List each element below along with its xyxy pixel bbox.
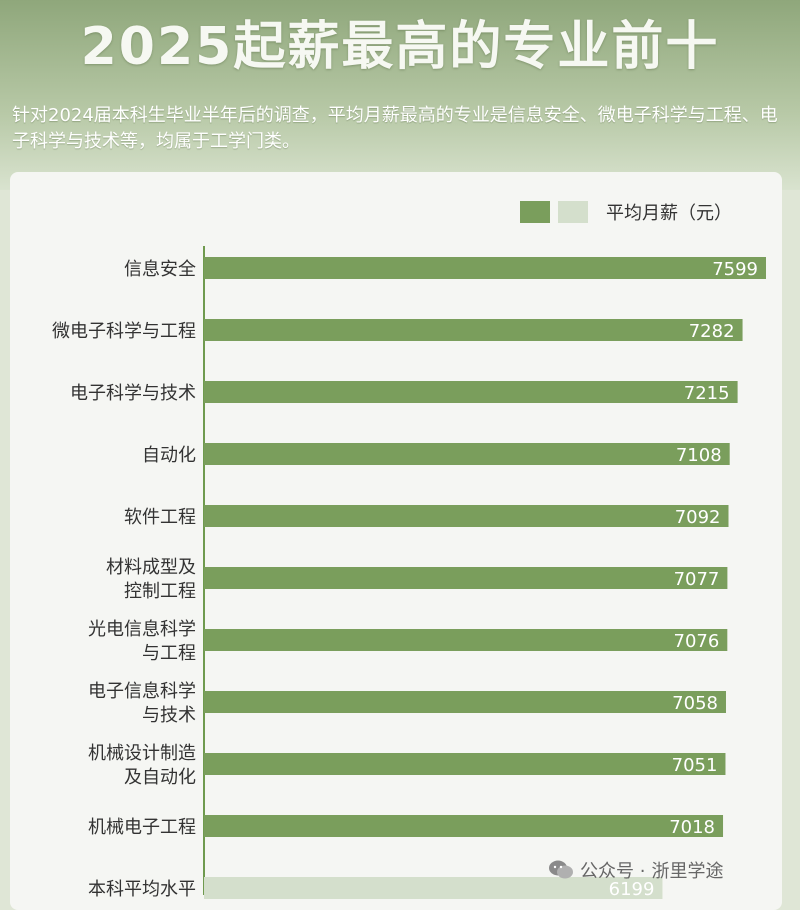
- category-label: 电子信息科学: [88, 681, 196, 702]
- legend-swatch-average: [558, 201, 588, 223]
- category-label: 机械电子工程: [88, 817, 196, 838]
- category-label: 材料成型及: [106, 557, 196, 578]
- chart-legend: 平均月薪（元）: [520, 200, 732, 224]
- watermark: 公众号 · 浙里学途: [548, 855, 723, 885]
- category-label: 与工程: [142, 643, 196, 664]
- bar-4: [204, 443, 730, 465]
- value-label: 7051: [672, 755, 718, 776]
- category-label: 光电信息科学: [88, 619, 196, 640]
- value-label: 6199: [609, 879, 655, 900]
- chart-card: [10, 172, 782, 910]
- bar-2: [204, 319, 743, 341]
- bar-average: [204, 877, 663, 899]
- category-label: 自动化: [142, 445, 196, 466]
- value-label: 7058: [672, 693, 718, 714]
- bar-9: [204, 753, 726, 775]
- legend-label: 平均月薪（元）: [606, 203, 732, 224]
- value-label: 7108: [676, 445, 722, 466]
- watermark-prefix: 公众号 ·: [580, 861, 646, 882]
- bar-7: [204, 629, 728, 651]
- value-label: 7077: [674, 569, 720, 590]
- wechat-icon: [549, 860, 573, 879]
- category-label: 电子科学与技术: [70, 383, 196, 404]
- legend-swatch-primary: [520, 201, 550, 223]
- category-label: 本科平均水平: [88, 879, 196, 900]
- category-label: 与技术: [142, 705, 196, 726]
- value-label: 7018: [669, 817, 715, 838]
- value-label: 7282: [689, 321, 735, 342]
- category-label: 机械设计制造: [88, 743, 196, 764]
- category-label: 控制工程: [124, 581, 196, 602]
- value-label: 7215: [684, 383, 730, 404]
- value-label: 7599: [712, 259, 758, 280]
- page-title: 2025起薪最高的专业前十: [80, 17, 720, 77]
- category-label: 软件工程: [124, 507, 196, 528]
- bar-3: [204, 381, 738, 403]
- bar-6: [204, 567, 728, 589]
- bar-5: [204, 505, 729, 527]
- watermark-name: 浙里学途: [651, 861, 724, 882]
- category-label: 及自动化: [124, 767, 196, 788]
- category-label: 微电子科学与工程: [52, 321, 196, 342]
- bar-8: [204, 691, 726, 713]
- header-banner: 2025起薪最高的专业前十 针对2024届本科生毕业半年后的调查，平均月薪最高的…: [0, 0, 800, 190]
- bar-10: [204, 815, 724, 837]
- category-label: 信息安全: [124, 259, 196, 280]
- value-label: 7092: [675, 507, 721, 528]
- page-subtitle: 针对2024届本科生毕业半年后的调查，平均月薪最高的专业是信息安全、微电子科学与…: [12, 105, 778, 152]
- value-label: 7076: [674, 631, 720, 652]
- bar-1: [204, 257, 766, 279]
